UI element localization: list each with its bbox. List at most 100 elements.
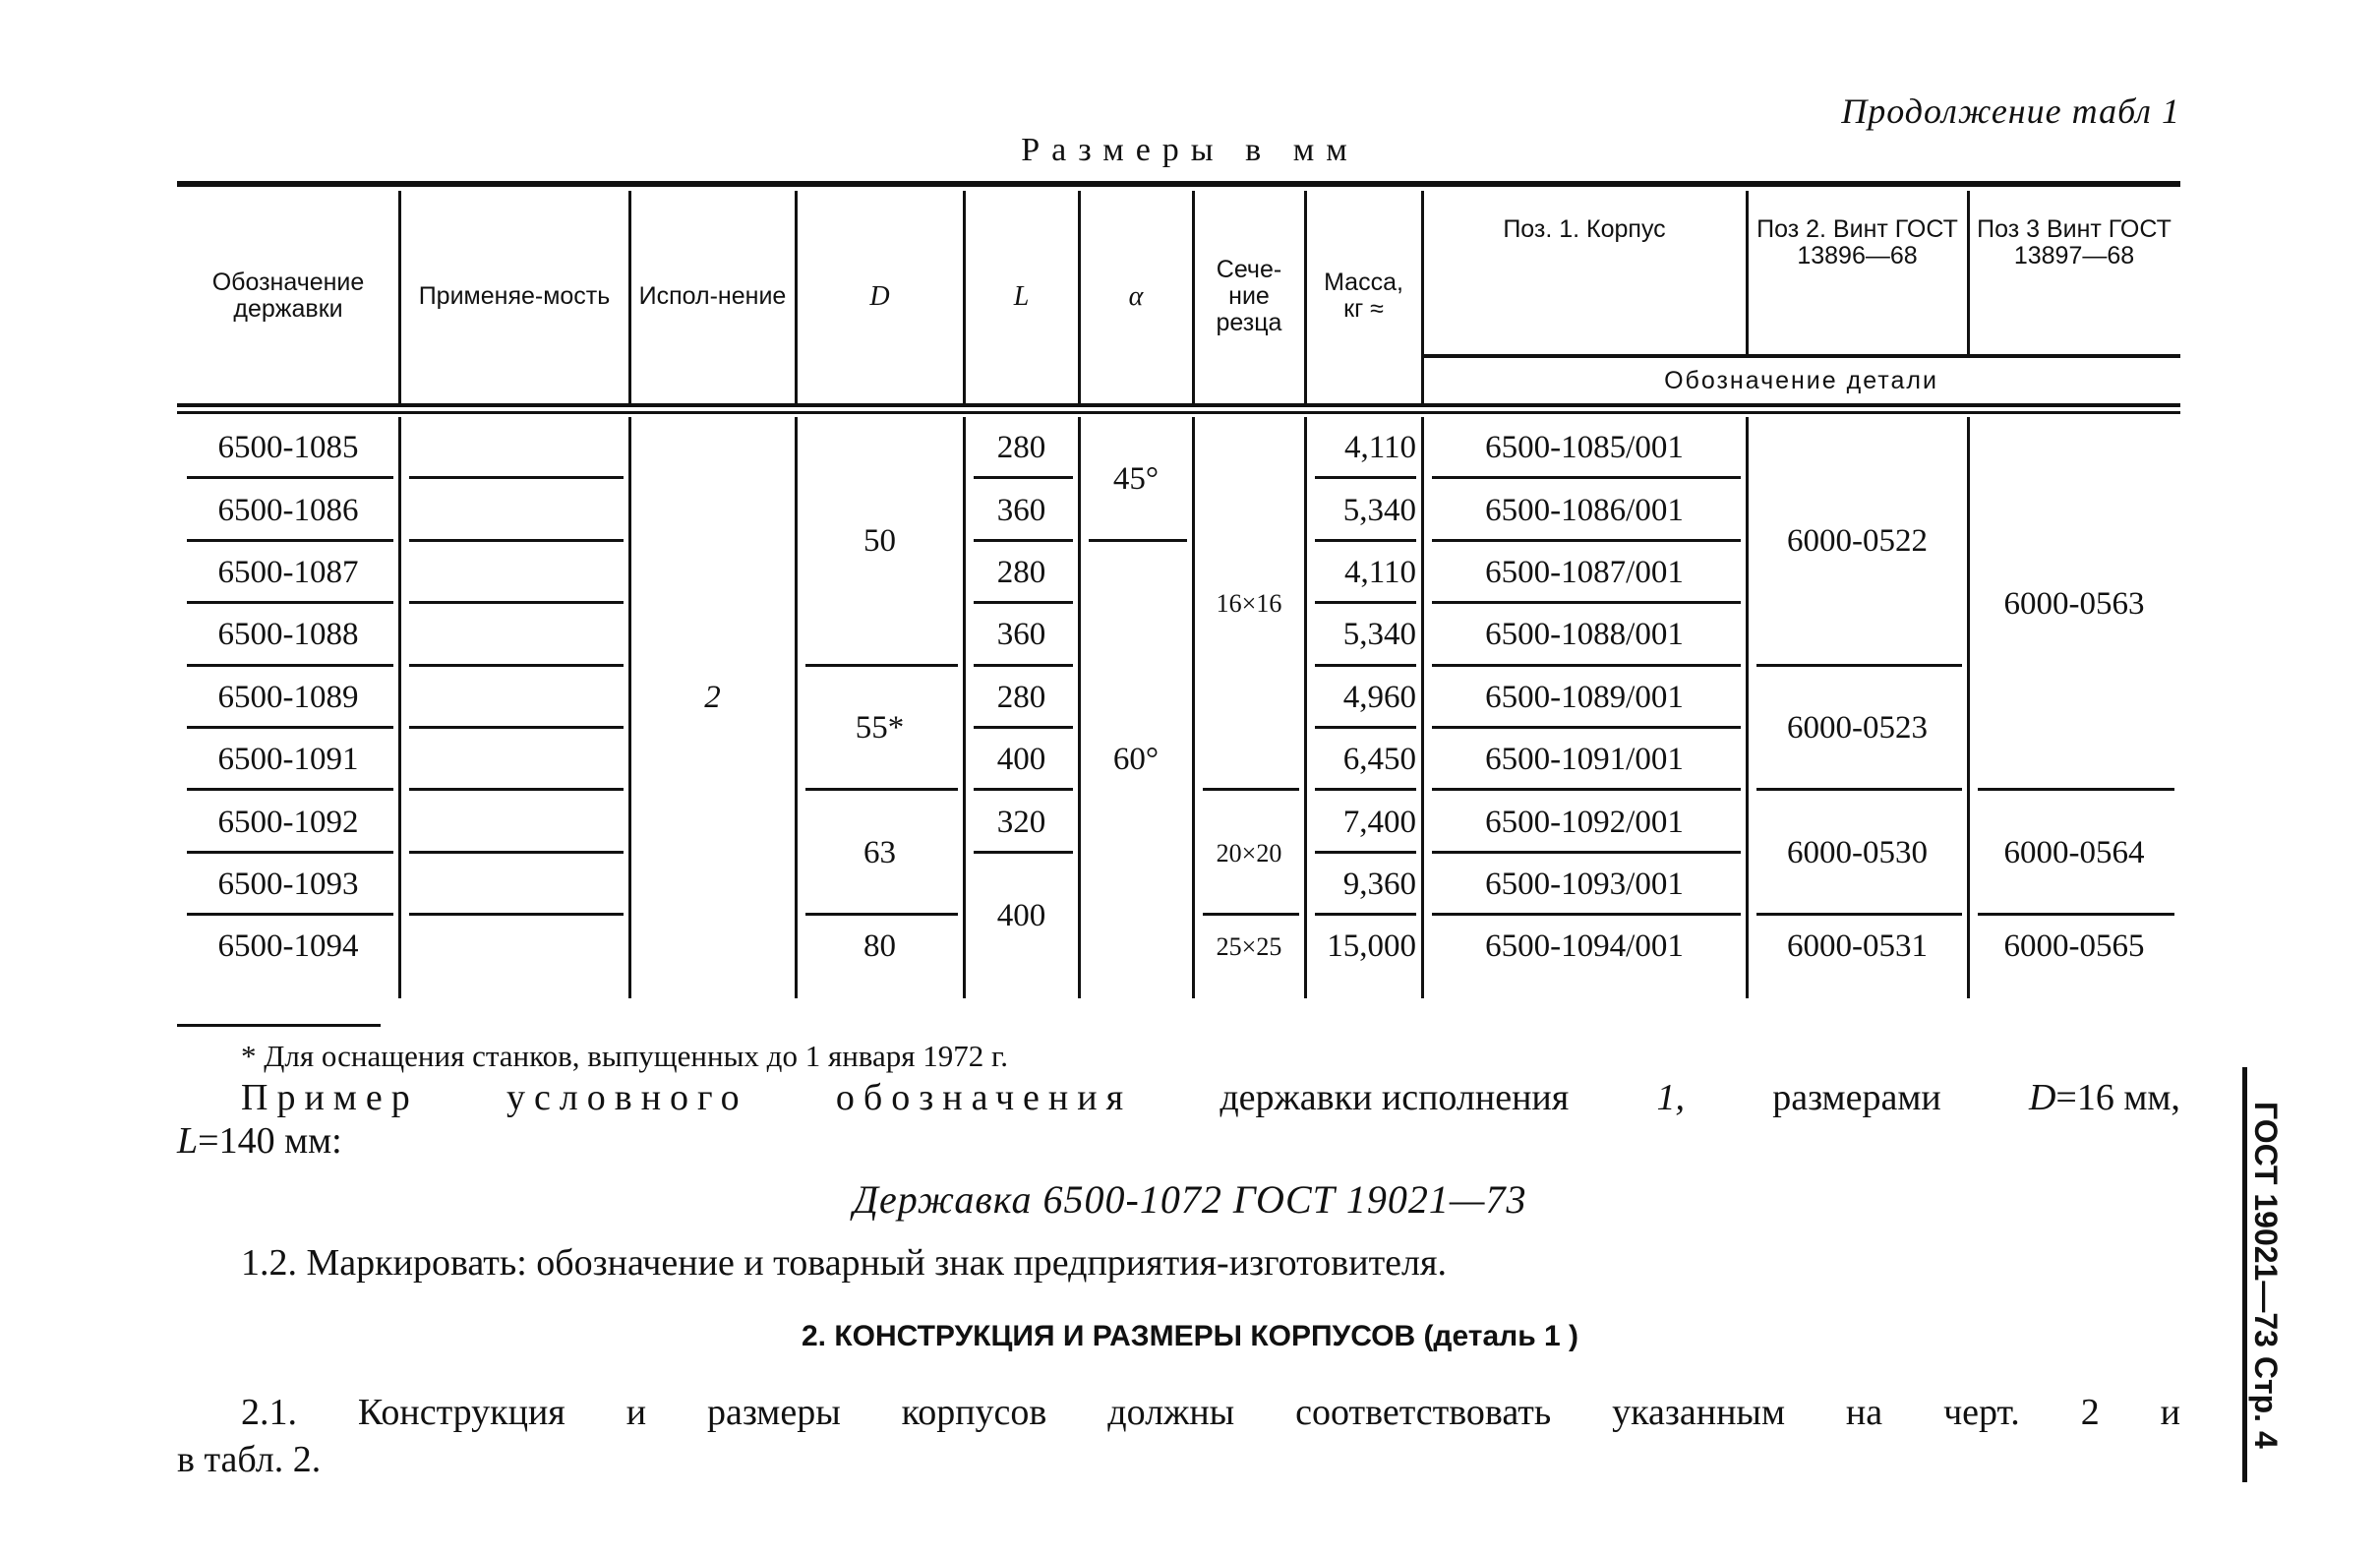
margin-page-label: ГОСТ 19021—73 Стр. 4 xyxy=(2248,1102,2284,1449)
cell-body-part: 6500-1092/001 xyxy=(1422,791,1747,855)
cell-designation: 6500-1088 xyxy=(177,604,399,667)
column-header-screw-pos3: Поз 3 Винт ГОСТ 13897—68 xyxy=(1977,215,2172,269)
header-column-divider xyxy=(398,191,401,403)
cell-d: 55* xyxy=(796,667,964,792)
header-rule-2 xyxy=(177,411,2180,414)
example-designation: Державка 6500-1072 ГОСТ 19021—73 xyxy=(853,1177,1527,1222)
cell-designation: 6500-1087 xyxy=(177,542,399,605)
cell-l: 360 xyxy=(964,604,1079,667)
cell-applicability xyxy=(399,791,629,855)
header-column-divider xyxy=(1746,191,1749,354)
table-continuation-label: Продолжение табл 1 xyxy=(1841,91,2180,131)
header-column-divider xyxy=(963,191,966,403)
units-caption: Размеры в мм xyxy=(1021,132,1359,168)
body-column-divider xyxy=(1421,417,1424,998)
header-column-divider xyxy=(1192,191,1195,403)
cell-applicability xyxy=(399,542,629,605)
cell-screw-pos2: 6000-0522 xyxy=(1747,417,1968,667)
example-dim-l: L xyxy=(177,1120,199,1162)
cell-mass: 5,340 xyxy=(1305,479,1422,543)
cell-mass: 9,360 xyxy=(1305,854,1422,917)
cell-l: 400 xyxy=(996,897,1046,933)
column-header-d: D xyxy=(869,280,890,312)
footnote-rule xyxy=(177,1024,381,1027)
cell-section: 20×20 xyxy=(1193,791,1305,916)
paragraph-2-1: 2.1. Конструкция и размеры корпусов долж… xyxy=(241,1392,2180,1433)
body-column-divider xyxy=(1967,417,1970,998)
cell-screw-pos3: 6000-0565 xyxy=(2003,928,2145,965)
cell-d: 80 xyxy=(863,928,896,965)
cell-section: 25×25 xyxy=(1216,931,1282,961)
cell-designation: 6500-1089 xyxy=(177,667,399,730)
cell-alpha: 45° xyxy=(1079,417,1193,542)
cell-applicability xyxy=(399,604,629,667)
cell-designation: 6500-1092 xyxy=(177,791,399,855)
example-word: державки исполнения xyxy=(1220,1077,1570,1118)
cell-applicability xyxy=(399,916,629,978)
header-column-divider xyxy=(795,191,798,403)
body-column-divider xyxy=(1192,417,1195,998)
column-header-applicability: Применяе-мость xyxy=(418,281,611,310)
footnote: * Для оснащения станков, выпущенных до 1… xyxy=(241,1039,1009,1073)
column-header-mass: Масса, кг ≈ xyxy=(1324,269,1403,323)
cell-mass: 4,110 xyxy=(1305,417,1422,480)
body-column-divider xyxy=(1304,417,1307,998)
cell-l: 360 xyxy=(964,479,1079,543)
header-column-divider xyxy=(628,191,631,403)
header-column-divider xyxy=(1421,191,1424,403)
cell-applicability xyxy=(399,417,629,480)
cell-body-part: 6500-1089/001 xyxy=(1422,667,1747,730)
cell-applicability xyxy=(399,479,629,543)
example-word: размерами xyxy=(1772,1077,1941,1118)
cell-l: 320 xyxy=(964,791,1079,855)
subheader-part-designation: Обозначение детали xyxy=(1664,366,1938,394)
example-dim-d-value: =16 мм, xyxy=(2055,1077,2180,1118)
cell-version: 2 xyxy=(704,679,721,715)
cell-section: 16×16 xyxy=(1193,417,1305,792)
header-column-divider xyxy=(1078,191,1081,403)
cell-body-part: 6500-1094/001 xyxy=(1485,928,1684,965)
column-header-body-part: Поз. 1. Корпус xyxy=(1503,215,1666,243)
header-column-divider xyxy=(1304,191,1307,403)
section-2-heading: 2. КОНСТРУКЦИЯ И РАЗМЕРЫ КОРПУСОВ (детал… xyxy=(802,1320,1578,1352)
cell-body-part: 6500-1093/001 xyxy=(1422,854,1747,917)
body-column-divider xyxy=(795,417,798,998)
paragraph-2-1-cont: в табл. 2. xyxy=(177,1439,322,1480)
cell-body-part: 6500-1087/001 xyxy=(1422,542,1747,605)
margin-rule xyxy=(2242,1067,2247,1482)
subheader-rule xyxy=(1422,354,2180,358)
example-version: 1, xyxy=(1656,1077,1685,1118)
example-word: Пример xyxy=(241,1077,419,1118)
column-header-l: L xyxy=(1013,280,1030,312)
paragraph-1-2: 1.2. Маркировать: обозначение и товарный… xyxy=(241,1242,1447,1284)
cell-mass: 5,340 xyxy=(1305,604,1422,667)
example-word: обозначения xyxy=(835,1077,1133,1118)
column-header-screw-pos2: Поз 2. Винт ГОСТ 13896—68 xyxy=(1756,215,1958,269)
column-header-section: Сече-ние резца xyxy=(1216,255,1282,336)
cell-d: 63 xyxy=(796,791,964,916)
cell-l: 280 xyxy=(964,417,1079,480)
body-column-divider xyxy=(1078,417,1081,998)
body-column-divider xyxy=(963,417,966,998)
column-header-alpha: α xyxy=(1128,280,1144,312)
column-header-designation: Обозначение державки xyxy=(211,269,365,323)
cell-applicability xyxy=(399,729,629,792)
table-top-rule xyxy=(177,181,2180,187)
cell-screw-pos2: 6000-0530 xyxy=(1747,791,1968,916)
cell-screw-pos3: 6000-0564 xyxy=(1968,791,2180,916)
cell-d: 50 xyxy=(796,417,964,667)
cell-l: 400 xyxy=(964,729,1079,792)
example-paragraph: Пример условного обозначения державки ис… xyxy=(177,1076,2180,1119)
cell-designation: 6500-1093 xyxy=(177,854,399,917)
cell-screw-pos2: 6000-0531 xyxy=(1787,928,1928,965)
cell-mass: 15,000 xyxy=(1327,928,1416,965)
cell-alpha: 60° xyxy=(1112,742,1160,778)
cell-mass: 6,450 xyxy=(1305,729,1422,792)
column-header-version: Испол-нение xyxy=(638,281,787,310)
body-column-divider xyxy=(1746,417,1749,998)
cell-l: 280 xyxy=(964,542,1079,605)
header-column-divider xyxy=(1967,191,1970,354)
body-column-divider xyxy=(398,417,401,998)
cell-screw-pos2: 6000-0523 xyxy=(1747,667,1968,792)
body-column-divider xyxy=(628,417,631,998)
